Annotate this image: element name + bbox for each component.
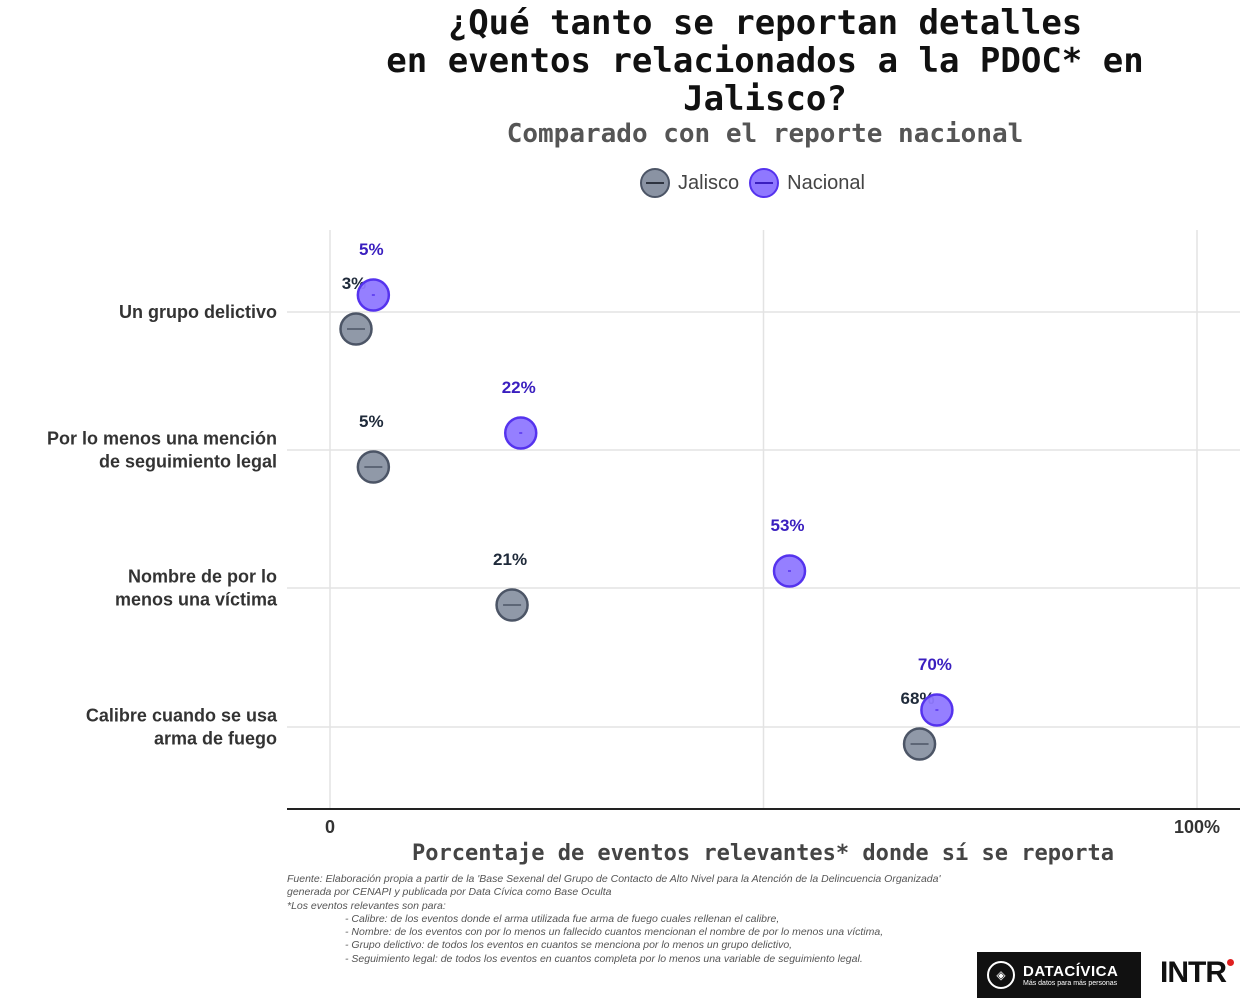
datacivica-logo: ◈ DATACÍVICA Más datos para más personas	[977, 952, 1141, 998]
datacivica-mark-icon: ◈	[987, 961, 1015, 989]
data-label-jalisco-2: 21%	[493, 550, 527, 569]
note-item-seguimiento: - Seguimiento legal: de todos los evento…	[345, 952, 863, 965]
category-label-3-0: Calibre cuando se usa	[86, 706, 278, 726]
category-label-2-0: Nombre de por lo	[128, 567, 277, 587]
legend-label-jalisco: Jalisco	[678, 171, 740, 194]
data-label-nacional-2: 53%	[770, 516, 804, 535]
category-label-0-0: Un grupo delictivo	[119, 302, 277, 322]
intr-logo: INTR	[1160, 956, 1234, 990]
category-label-1-1: de seguimiento legal	[99, 452, 277, 472]
data-label-nacional-1: 22%	[502, 378, 536, 397]
source-note: Fuente: Elaboración propia a partir de l…	[287, 873, 941, 885]
x-tick-label-1: 100%	[1174, 817, 1220, 837]
category-label-3-1: arma de fuego	[154, 729, 277, 749]
x-axis-title: Porcentaje de eventos relevantes* donde …	[412, 841, 1114, 866]
chart-subtitle: Comparado con el reporte nacional	[506, 119, 1024, 149]
legend: Jalisco Nacional	[640, 168, 875, 198]
note-item-nombre: - Nombre: de los eventos con por lo meno…	[345, 926, 884, 939]
dumbbell-chart: 0 100% Porcentaje de eventos relevantes* d…	[47, 230, 1240, 866]
source-note-2: generada por CENAPI y publicada por Data…	[287, 886, 612, 899]
legend-key-jalisco	[640, 168, 670, 198]
notes-intro: *Los eventos relevantes son para:	[287, 899, 446, 912]
datacivica-tagline: Más datos para más personas	[1023, 980, 1118, 987]
legend-label-nacional: Nacional	[787, 171, 865, 194]
x-tick-label-0: 0	[325, 817, 335, 837]
legend-item-jalisco: Jalisco	[640, 168, 739, 198]
datacivica-name: DATACÍVICA	[1023, 963, 1119, 980]
data-label-nacional-3: 70%	[918, 655, 952, 674]
category-label-2-1: menos una víctima	[115, 590, 278, 610]
note-item-calibre: - Calibre: de los eventos donde el arma …	[345, 912, 780, 925]
legend-item-nacional: Nacional	[749, 168, 865, 198]
intr-dot-icon	[1227, 959, 1234, 966]
intr-name: INTR	[1160, 956, 1227, 989]
legend-key-nacional	[749, 168, 780, 198]
footnotes: Fuente: Elaboración propia a partir de l…	[287, 873, 940, 966]
data-label-nacional-0: 5%	[359, 240, 384, 259]
data-label-jalisco-1: 5%	[359, 412, 384, 431]
chart-title: ¿Qué tanto se reportan detalles en event…	[386, 3, 1144, 119]
category-label-1-0: Por lo menos una mención	[47, 429, 277, 449]
note-item-grupo: - Grupo delictivo: de todos los eventos …	[345, 939, 793, 952]
